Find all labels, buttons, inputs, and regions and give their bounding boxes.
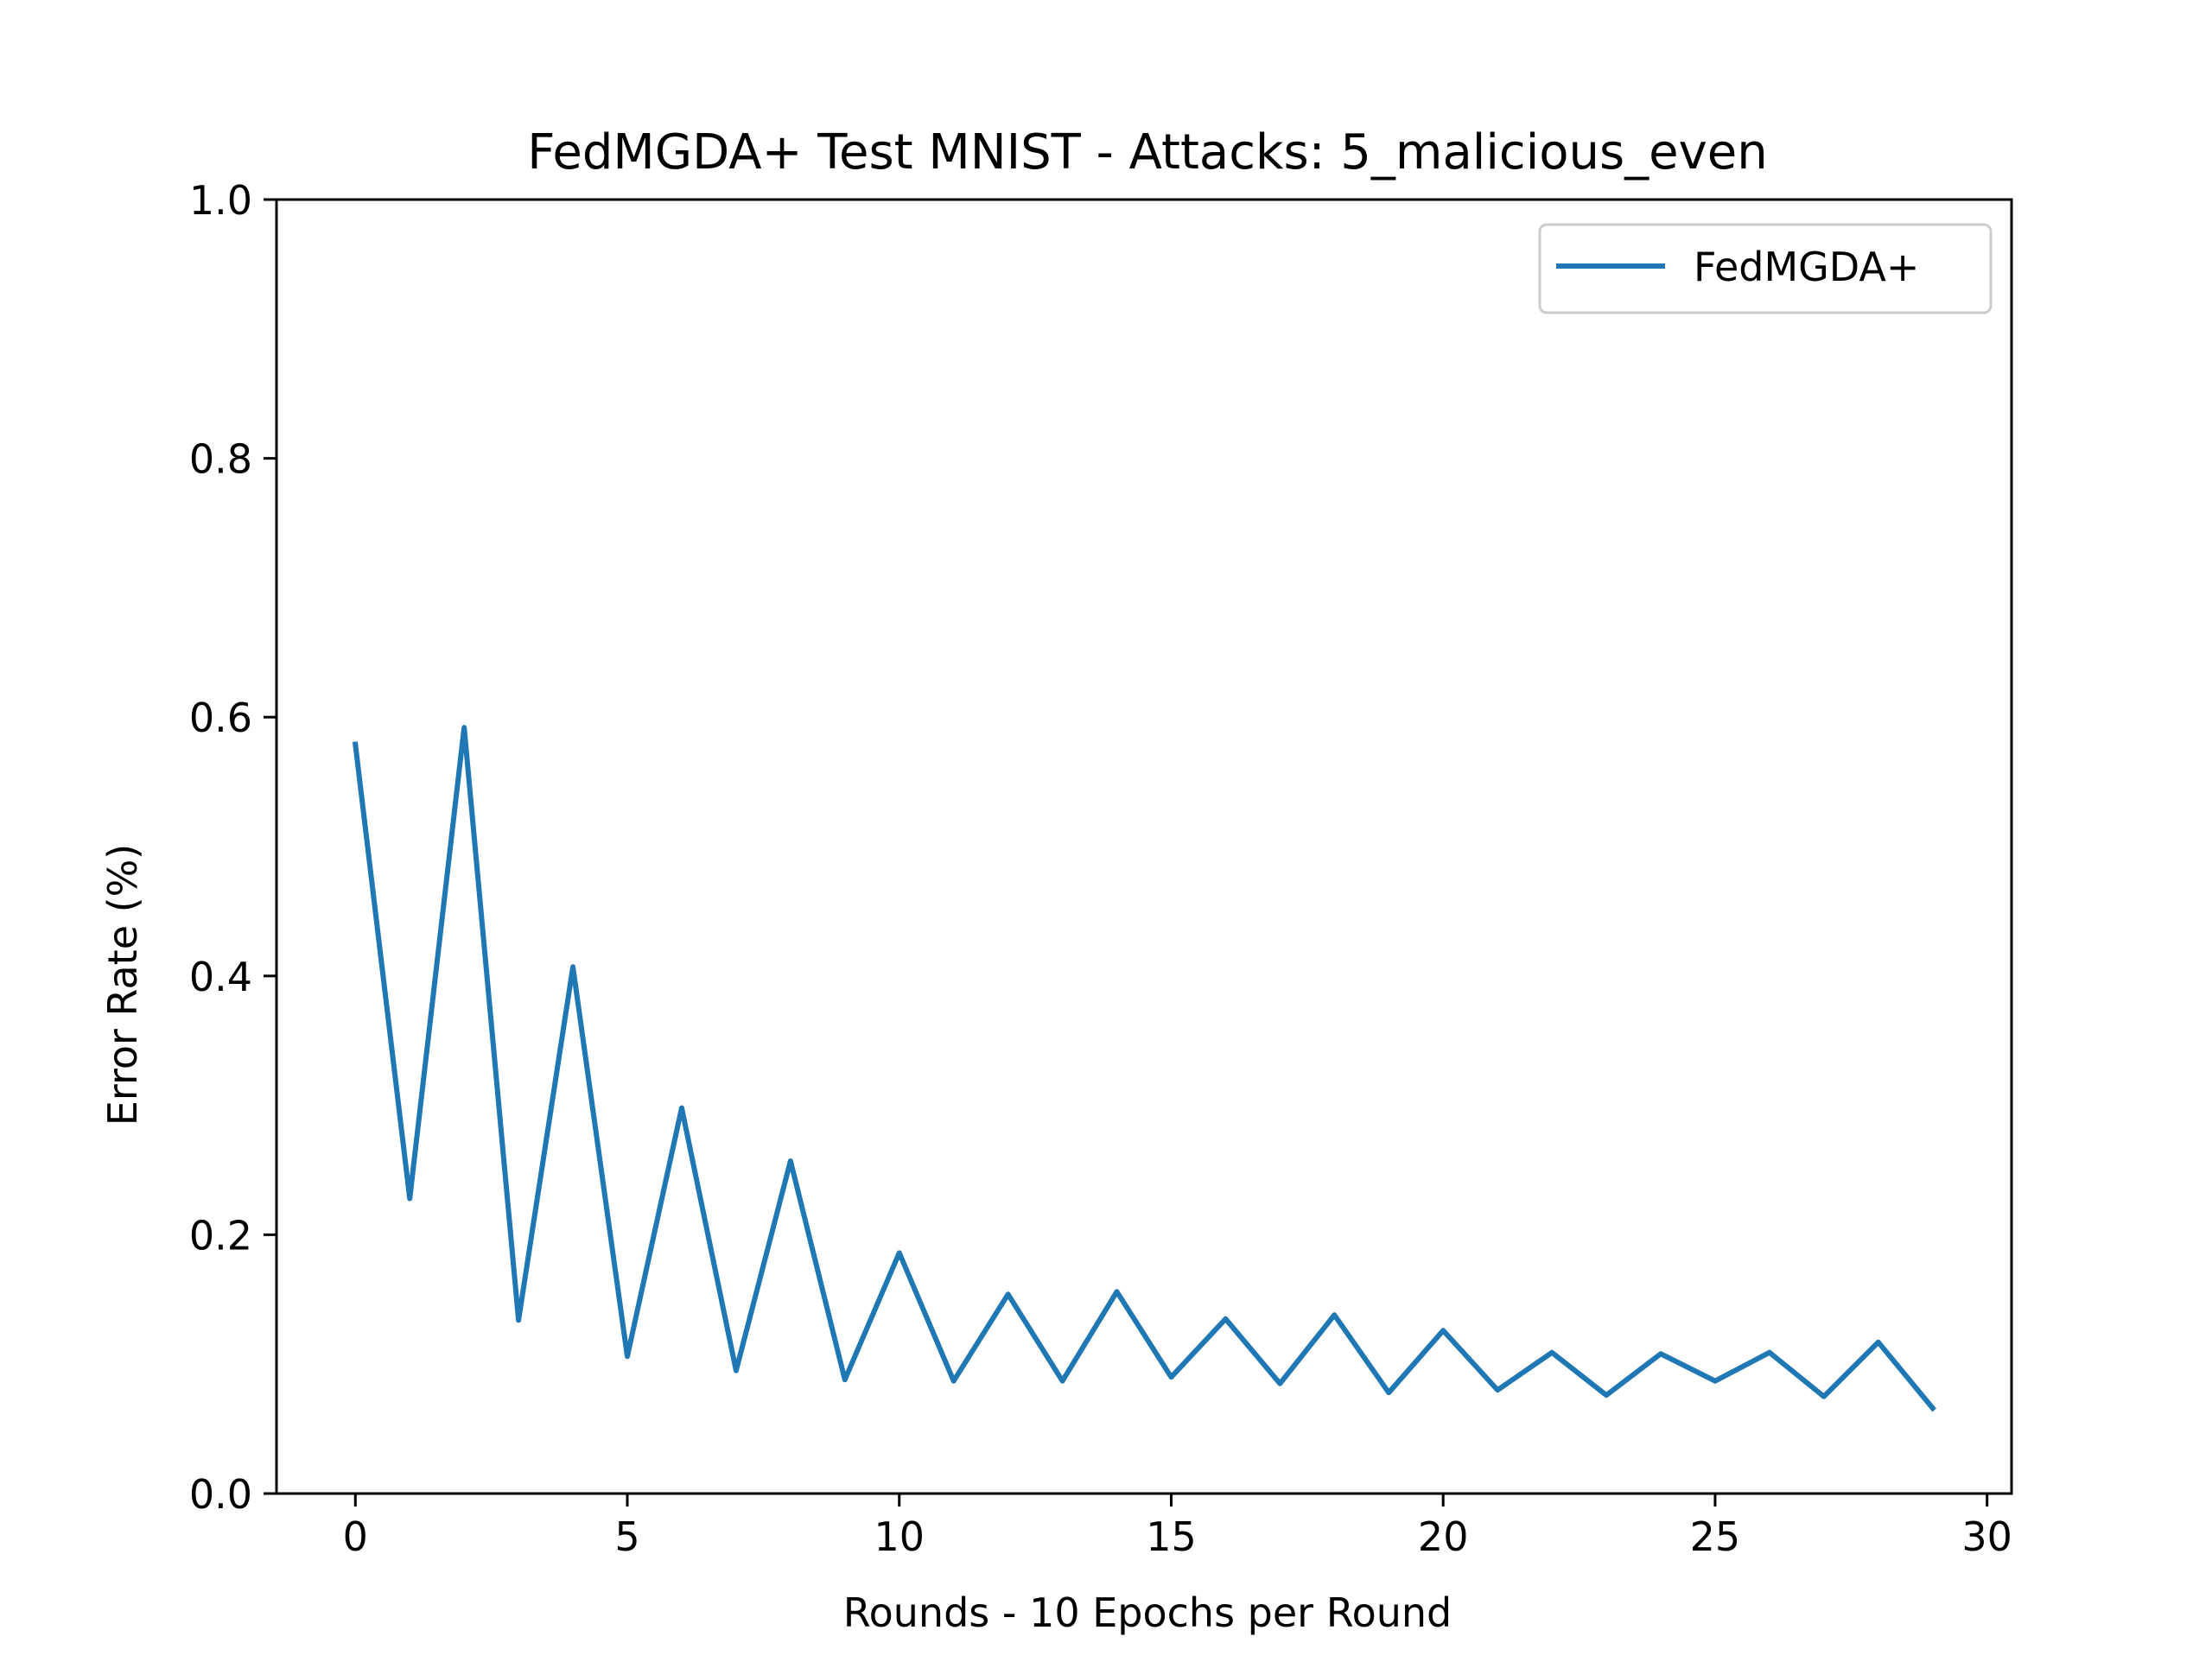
chart-title: FedMGDA+ Test MNIST - Attacks: 5_malicio… — [527, 124, 1767, 181]
plot-area: 0 5 10 15 20 25 30 0.0 0.2 0.4 0.6 0.8 1.0 FedMGDA+ — [189, 177, 2013, 1560]
y-tick-label: 0.8 — [189, 436, 252, 483]
series-line-0 — [352, 725, 1936, 1412]
legend-box — [1538, 223, 1993, 314]
legend: FedMGDA+ — [1538, 223, 1993, 314]
y-tick-label: 0.0 — [189, 1471, 252, 1518]
plot-frame — [275, 198, 2013, 1495]
x-axis-label: Rounds - 10 Epochs per Round — [843, 1589, 1452, 1636]
x-tick-label: 25 — [1690, 1513, 1741, 1560]
x-tick-label: 30 — [1961, 1513, 2012, 1560]
x-tick-label: 15 — [1146, 1513, 1197, 1560]
y-tick-label: 0.2 — [189, 1212, 252, 1259]
y-tick-label: 1.0 — [189, 177, 252, 224]
x-tick-label: 20 — [1418, 1513, 1469, 1560]
y-tick-label: 0.4 — [189, 954, 252, 1000]
y-tick-label: 0.6 — [189, 695, 252, 741]
legend-label: FedMGDA+ — [1694, 244, 1919, 290]
x-tick-label: 5 — [614, 1513, 639, 1560]
y-axis-label: Error Rate (%) — [99, 844, 146, 1126]
x-tick-label: 0 — [343, 1513, 368, 1560]
x-tick-label: 10 — [874, 1513, 925, 1560]
